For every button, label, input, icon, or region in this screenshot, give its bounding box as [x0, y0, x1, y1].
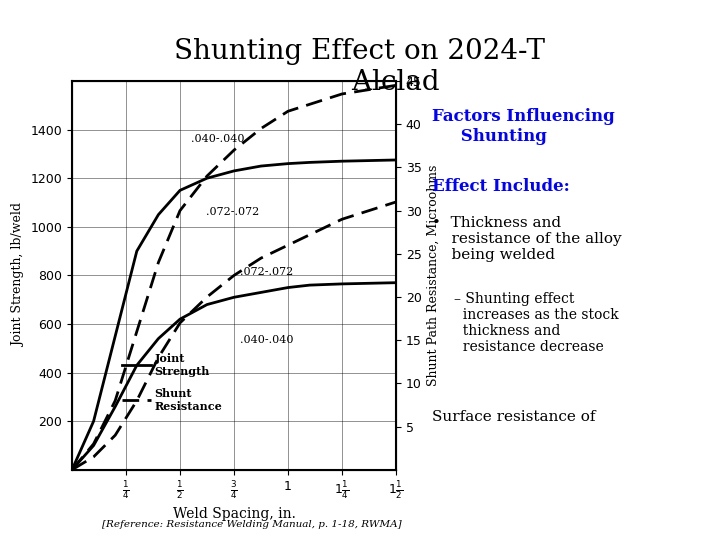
Text: .072-.072: .072-.072 [240, 267, 294, 278]
Text: [Reference: Resistance Welding Manual, p. 1-18, RWMA]: [Reference: Resistance Welding Manual, p… [102, 520, 402, 529]
Text: – Shunting effect
  increases as the stock
  thickness and
  resistance decrease: – Shunting effect increases as the stock… [454, 292, 618, 354]
X-axis label: Weld Spacing, in.: Weld Spacing, in. [173, 507, 295, 521]
Text: Shunting Effect on 2024-T
        Alclad: Shunting Effect on 2024-T Alclad [174, 38, 546, 96]
Y-axis label: Shunt Path Resistance, Microohms: Shunt Path Resistance, Microohms [427, 165, 440, 386]
Text: .040-.040: .040-.040 [191, 134, 244, 144]
Text: Factors Influencing
     Shunting: Factors Influencing Shunting [432, 108, 615, 145]
Text: .072-.072: .072-.072 [206, 207, 259, 217]
Text: Joint
Strength: Joint Strength [155, 353, 210, 377]
Text: Effect Include:: Effect Include: [432, 178, 570, 195]
Text: Surface resistance of: Surface resistance of [432, 410, 595, 424]
Text: .040-.040: .040-.040 [240, 335, 294, 346]
Y-axis label: Joint Strength, lb/weld: Joint Strength, lb/weld [12, 204, 25, 347]
Text: •  Thickness and
    resistance of the alloy
    being welded: • Thickness and resistance of the alloy … [432, 216, 621, 262]
Text: Shunt
Resistance: Shunt Resistance [155, 388, 222, 411]
